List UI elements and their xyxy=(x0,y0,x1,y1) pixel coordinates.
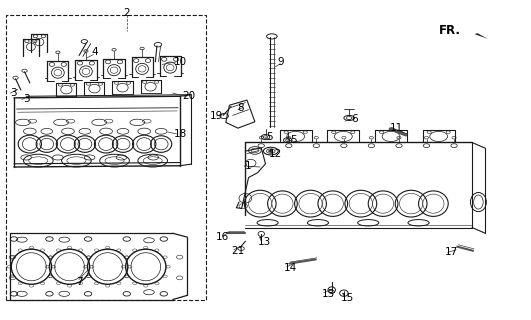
Text: 16: 16 xyxy=(216,232,229,242)
Text: 8: 8 xyxy=(237,103,243,113)
Text: 5: 5 xyxy=(290,135,296,145)
Text: 1: 1 xyxy=(245,161,252,172)
Text: 12: 12 xyxy=(268,148,281,159)
Ellipse shape xyxy=(269,150,273,152)
Text: 13: 13 xyxy=(321,289,335,299)
Text: 5: 5 xyxy=(267,132,273,142)
Text: 19: 19 xyxy=(210,111,224,121)
Text: 3: 3 xyxy=(11,88,17,98)
Text: 6: 6 xyxy=(351,114,358,124)
Bar xyxy=(6,15,206,300)
Polygon shape xyxy=(475,33,488,39)
Text: 20: 20 xyxy=(182,91,195,101)
Text: 18: 18 xyxy=(174,129,187,139)
Text: 15: 15 xyxy=(341,293,354,303)
Text: 11: 11 xyxy=(390,123,404,132)
Text: 2: 2 xyxy=(123,8,130,18)
Text: 17: 17 xyxy=(446,247,459,257)
Text: 4: 4 xyxy=(92,47,98,57)
Text: FR.: FR. xyxy=(439,23,461,36)
Text: 21: 21 xyxy=(232,246,245,256)
Text: 13: 13 xyxy=(258,237,271,247)
Text: 10: 10 xyxy=(174,57,187,67)
Text: 3: 3 xyxy=(23,94,29,104)
Text: 9: 9 xyxy=(277,57,284,67)
Text: 7: 7 xyxy=(76,277,82,287)
Text: 14: 14 xyxy=(284,263,297,273)
